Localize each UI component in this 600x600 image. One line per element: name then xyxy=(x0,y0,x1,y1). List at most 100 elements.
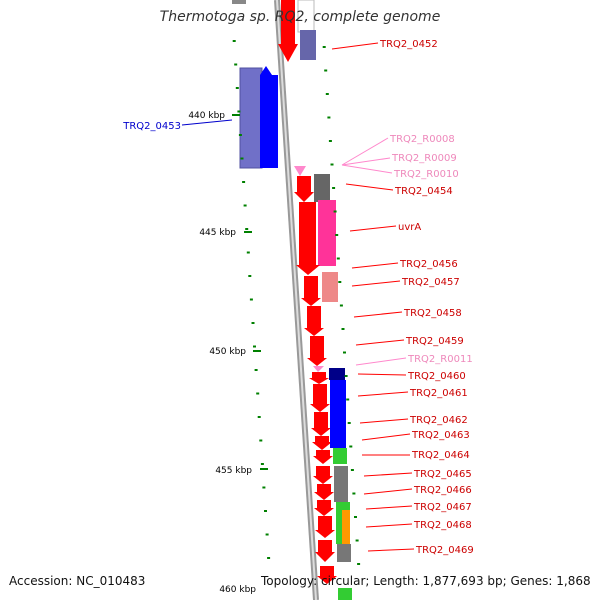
gene-block-0454 xyxy=(314,174,330,202)
minor-tick xyxy=(238,134,242,136)
gene-block-uvrA xyxy=(318,200,336,266)
minor-tick xyxy=(352,492,356,495)
gene-label-TRQ2_0464: TRQ2_0464 xyxy=(411,450,470,461)
gene-label-TRQ2_0454: TRQ2_0454 xyxy=(394,186,453,197)
gene-label-TRQ2_0463: TRQ2_0463 xyxy=(411,430,470,441)
gene-label-TRQ2_0460: TRQ2_0460 xyxy=(407,371,466,382)
minor-tick xyxy=(346,398,350,401)
minor-tick xyxy=(251,322,255,324)
gene-block-0457 xyxy=(322,272,338,302)
leader-lines xyxy=(181,42,415,552)
gene-label-TRQ2_R0011: TRQ2_R0011 xyxy=(407,354,473,365)
minor-tick xyxy=(325,93,329,95)
gene-block-0467b xyxy=(336,512,342,544)
gene-arrow xyxy=(307,336,327,366)
gene-block-0453 xyxy=(239,67,263,169)
left-ticks xyxy=(232,40,271,559)
gene-arrow-0453 xyxy=(260,66,278,168)
gene-label-TRQ2_0461: TRQ2_0461 xyxy=(409,388,468,399)
minor-tick xyxy=(257,416,261,418)
gene-arrow xyxy=(315,540,335,562)
minor-tick xyxy=(265,533,269,536)
minor-tick xyxy=(327,116,331,119)
gene-block-0469 xyxy=(337,544,351,562)
gene-block-0468 xyxy=(342,510,350,544)
gene-label-TRQ2_0468: TRQ2_0468 xyxy=(413,520,472,531)
gene-label-TRQ2_R0008: TRQ2_R0008 xyxy=(389,134,455,145)
gene-label-TRQ2_0458: TRQ2_0458 xyxy=(403,308,462,319)
gene-label-TRQ2_0465: TRQ2_0465 xyxy=(413,469,472,480)
scale-tick-label-460: 460 kbp xyxy=(219,585,256,595)
minor-tick xyxy=(343,351,346,354)
minor-tick xyxy=(357,563,361,565)
minor-tick xyxy=(330,163,334,166)
minor-tick xyxy=(328,140,332,142)
minor-tick xyxy=(347,422,351,424)
scale-tick-label-440: 440 kbp xyxy=(188,111,225,121)
minor-tick xyxy=(332,187,336,189)
minor-tick xyxy=(249,298,253,301)
minor-tick xyxy=(322,46,326,48)
gene-arrow xyxy=(304,306,324,336)
gene-arrow xyxy=(317,566,337,584)
gene-label-TRQ2_0453: TRQ2_0453 xyxy=(122,121,181,132)
minor-tick xyxy=(338,281,342,283)
feature-block xyxy=(232,0,246,4)
minor-tick xyxy=(339,304,343,307)
minor-tick xyxy=(234,63,238,66)
gene-arrow xyxy=(296,202,320,275)
minor-tick xyxy=(333,210,337,213)
gene-block-0464 xyxy=(333,448,347,464)
gene-arrow xyxy=(311,412,331,436)
minor-tick xyxy=(349,445,353,448)
minor-tick xyxy=(243,204,247,207)
gene-block-bottom xyxy=(338,588,352,600)
gene-label-TRQ2_0469: TRQ2_0469 xyxy=(415,545,474,556)
gene-arrow-0452 xyxy=(278,0,298,62)
gene-label-TRQ2_R0010: TRQ2_R0010 xyxy=(393,169,459,180)
gene-label-TRQ2_0459: TRQ2_0459 xyxy=(405,336,464,347)
minor-tick xyxy=(335,234,339,236)
gene-arrow xyxy=(313,450,333,464)
minor-tick xyxy=(232,40,236,42)
gene-label-TRQ2_0466: TRQ2_0466 xyxy=(413,485,472,496)
scale-tick-label-450: 450 kbp xyxy=(209,347,246,357)
minor-tick xyxy=(245,228,249,230)
gene-arrow xyxy=(314,484,334,500)
minor-tick xyxy=(248,275,252,277)
gene-arrow xyxy=(309,372,329,384)
gene-block-0461 xyxy=(330,380,346,448)
minor-tick xyxy=(237,110,241,113)
minor-tick xyxy=(235,87,239,89)
genome-summary: Topology: circular; Length: 1,877,693 bp… xyxy=(261,574,591,588)
gene-block-0465 xyxy=(334,466,348,502)
gene-arrow xyxy=(314,500,334,516)
scale-tick-label-455: 455 kbp xyxy=(215,466,252,476)
gene-arrow xyxy=(294,176,314,202)
right-ticks xyxy=(322,46,361,565)
minor-tick xyxy=(260,463,264,465)
gene-label-TRQ2_R0009: TRQ2_R0009 xyxy=(391,153,457,164)
minor-tick xyxy=(350,469,354,471)
minor-tick xyxy=(341,328,345,330)
minor-tick xyxy=(253,345,256,348)
gene-label-TRQ2_0467: TRQ2_0467 xyxy=(413,502,472,513)
minor-tick xyxy=(344,375,348,377)
gene-arrow xyxy=(315,516,335,538)
minor-tick xyxy=(324,69,328,72)
backbone-line xyxy=(276,0,317,600)
gene-arrow xyxy=(301,276,321,306)
gene-arrow xyxy=(310,384,330,412)
gene-label-TRQ2_0462: TRQ2_0462 xyxy=(409,415,468,426)
gene-label-TRQ2_0456: TRQ2_0456 xyxy=(399,259,458,270)
minor-tick xyxy=(336,257,340,260)
genome-title: Thermotoga sp. RQ2, complete genome xyxy=(159,9,441,25)
gene-label-TRQ2_0457: TRQ2_0457 xyxy=(401,277,460,288)
scale-tick-label-445: 445 kbp xyxy=(199,228,236,238)
gene-label-uvrA: uvrA xyxy=(398,222,421,233)
gene-block-0467 xyxy=(336,502,350,512)
accession-label: Accession: NC_010483 xyxy=(9,574,146,588)
minor-tick xyxy=(354,516,357,518)
minor-tick xyxy=(254,369,258,371)
